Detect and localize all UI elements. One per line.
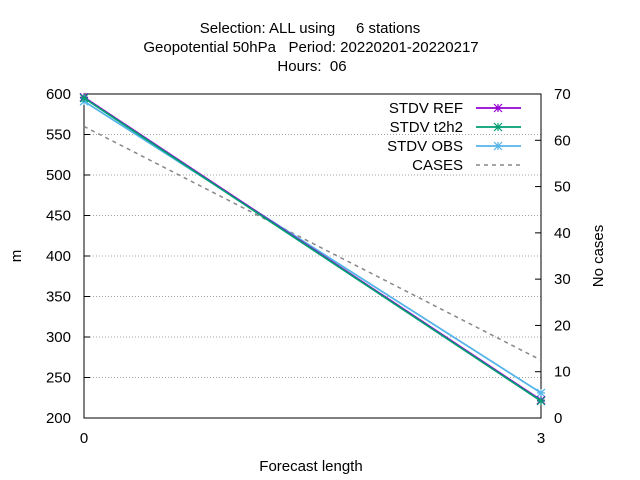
y2-tick-label: 40 — [554, 225, 571, 242]
y2-tick-label: 70 — [554, 86, 571, 103]
y-tick-label: 350 — [46, 289, 71, 306]
grid-lines — [84, 134, 541, 378]
series-line — [83, 100, 542, 394]
legend-label: STDV OBS — [387, 138, 463, 155]
y2-tick-label: 20 — [554, 317, 571, 334]
y-tick-label: 600 — [46, 86, 71, 103]
y2-tick-label: 60 — [554, 132, 571, 149]
y-axis-label: m — [8, 250, 25, 263]
y2-tick-label: 50 — [554, 179, 571, 196]
chart-title-line-3: Hours: 06 — [277, 58, 346, 75]
y2-tick-label: 10 — [554, 364, 571, 381]
y-tick-label: 550 — [46, 127, 71, 144]
y2-axis-label: No cases — [590, 225, 607, 288]
y2-tick-label: 30 — [554, 271, 571, 288]
legend-label: STDV REF — [389, 100, 463, 117]
legend-marker — [493, 141, 503, 151]
y-tick-label: 250 — [46, 370, 71, 387]
x-axis-label: Forecast length — [259, 458, 362, 475]
series-lines — [79, 92, 546, 406]
series-line — [83, 97, 542, 402]
axis-ticks: 2002503003504004505005506000102030405060… — [46, 86, 571, 447]
series-line — [83, 125, 542, 361]
y-tick-label: 400 — [46, 248, 71, 265]
y2-tick-label: 0 — [554, 410, 562, 427]
chart-title-line-2: Geopotential 50hPa Period: 20220201-2022… — [143, 39, 478, 56]
y-tick-label: 500 — [46, 167, 71, 184]
data-point — [79, 93, 89, 103]
x-tick-label: 0 — [80, 430, 88, 447]
legend-marker — [493, 122, 503, 132]
y-tick-label: 450 — [46, 208, 71, 225]
y-tick-label: 200 — [46, 410, 71, 427]
data-point — [536, 396, 546, 406]
legend-label: CASES — [412, 157, 463, 174]
legend: STDV REF STDV t2h2 STDV OBS CASES — [387, 100, 521, 174]
chart-title-line-1: Selection: ALL using 6 stations — [200, 20, 420, 37]
legend-label: STDV t2h2 — [390, 119, 463, 136]
y-tick-label: 300 — [46, 329, 71, 346]
x-tick-label: 3 — [537, 430, 545, 447]
data-point — [536, 388, 546, 398]
legend-marker — [493, 103, 503, 113]
